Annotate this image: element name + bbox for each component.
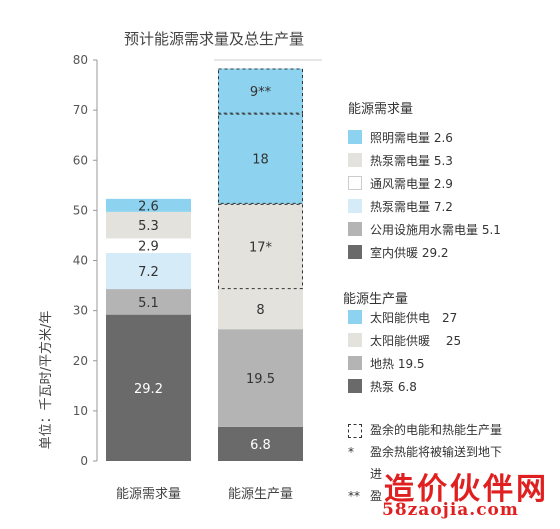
legend-item-heatpump-production: 热泵 6.8 <box>348 378 417 394</box>
bar-value-label: 6.8 <box>250 438 271 453</box>
surplus-dashed-outline <box>218 113 303 204</box>
legend-item-indoor-heating: 室内供暖 29.2 <box>348 244 449 260</box>
bar-segment <box>106 211 191 239</box>
note-marker: ** <box>348 489 360 503</box>
bar-value-label: 17* <box>249 240 273 255</box>
legend-swatch <box>348 356 362 370</box>
legend-swatch <box>348 153 362 167</box>
surplus-dashed-outline <box>218 68 303 114</box>
legend-swatch <box>348 245 362 259</box>
note-text: 盈余热能将被输送到地下 <box>370 445 503 459</box>
legend-item-solar-heating: 太阳能供暖 25 <box>348 332 461 348</box>
bar-segment <box>218 68 303 114</box>
bar-value-label: 5.1 <box>138 296 159 311</box>
y-tick-label: 50 <box>73 203 88 217</box>
y-tick-label: 80 <box>73 53 88 67</box>
bar-value-label: 9** <box>250 85 272 100</box>
y-tick-label: 40 <box>73 254 88 268</box>
legend-swatch <box>348 130 362 144</box>
bar-value-label: 2.9 <box>138 240 159 255</box>
legend-label: 热泵 6.8 <box>370 379 417 394</box>
note-text: 盈余的电能和热能生产量 <box>370 423 503 437</box>
legend-item-heatpump-b: 热泵需电量 7.2 <box>348 198 453 214</box>
legend-label: 室内供暖 29.2 <box>370 245 449 260</box>
legend-item-lighting: 照明需电量 2.6 <box>348 129 453 145</box>
legend-swatch <box>348 176 362 190</box>
legend-label: 热泵需电量 7.2 <box>370 199 453 214</box>
bar-segment <box>218 113 303 204</box>
bar-segment <box>106 252 191 290</box>
surplus-dashed-outline <box>218 203 303 290</box>
bar-segment <box>106 198 191 212</box>
legend-item-utility-water: 公用设施用水需电量 5.1 <box>348 221 501 237</box>
dashed-box-icon <box>348 423 362 438</box>
watermark-url: 58zaojia.com <box>382 500 519 520</box>
legend-production-title: 能源生产量 <box>343 292 409 307</box>
legend-item-ventilation: 通风需电量 2.9 <box>348 175 453 191</box>
bar-value-label: 29.2 <box>134 382 163 397</box>
note-text: 盈 <box>370 489 383 503</box>
bar-value-label: 18 <box>252 153 269 168</box>
chart-title: 预计能源需求量及总生产量 <box>124 30 304 48</box>
legend-swatch <box>348 333 362 347</box>
y-tick-label: 60 <box>73 153 88 167</box>
bar-value-label: 8 <box>256 303 264 318</box>
bar-segment <box>218 203 303 290</box>
x-category-label: 能源需求量 <box>116 487 181 502</box>
bar-segment <box>218 329 303 427</box>
note-star: * 盈余热能将被输送到地下 <box>348 443 502 460</box>
legend-demand-title: 能源需求量 <box>348 102 414 117</box>
note-double-star: ** 盈 <box>348 487 382 504</box>
legend-item-heatpump-a: 热泵需电量 5.3 <box>348 152 453 168</box>
bar-value-label: 2.6 <box>138 199 159 214</box>
y-tick-label: 30 <box>73 304 88 318</box>
bar-segment <box>106 314 191 461</box>
legend-label: 热泵需电量 5.3 <box>370 153 453 168</box>
y-axis-title: 单位：千瓦时/平方米/年 <box>38 311 54 450</box>
bar-segment <box>218 289 303 330</box>
bar-segment <box>218 426 303 461</box>
legend-label: 地热 19.5 <box>370 356 425 371</box>
legend-item-geothermal: 地热 19.5 <box>348 355 425 371</box>
watermark-title: 造价伙伴网 <box>384 472 549 507</box>
legend-label: 太阳能供暖 25 <box>370 333 462 348</box>
bar-value-label: 5.3 <box>138 219 159 234</box>
y-tick-label: 20 <box>73 354 88 368</box>
bar-segment <box>106 238 191 253</box>
bar-value-label: 19.5 <box>246 372 275 387</box>
legend-item-solar-power: 太阳能供电 27 <box>348 309 457 325</box>
legend-swatch <box>348 199 362 213</box>
y-tick-label: 10 <box>73 404 88 418</box>
note-star-cont: 进 <box>348 465 382 482</box>
legend-swatch <box>348 222 362 236</box>
bar-value-label: 7.2 <box>138 265 159 280</box>
legend-label: 公用设施用水需电量 5.1 <box>370 222 501 237</box>
x-category-label: 能源生产量 <box>228 487 293 502</box>
legend-label: 通风需电量 2.9 <box>370 176 453 191</box>
legend-label: 太阳能供电 27 <box>370 310 458 325</box>
legend-swatch <box>348 310 362 324</box>
note-marker: * <box>348 445 354 459</box>
y-tick-label: 0 <box>80 454 88 468</box>
legend-swatch <box>348 379 362 393</box>
note-surplus: 盈余的电能和热能生产量 <box>348 421 502 438</box>
bar-segment <box>106 289 191 315</box>
y-tick-label: 70 <box>73 103 88 117</box>
legend-label: 照明需电量 2.6 <box>370 130 453 145</box>
note-text: 进 <box>370 467 383 481</box>
